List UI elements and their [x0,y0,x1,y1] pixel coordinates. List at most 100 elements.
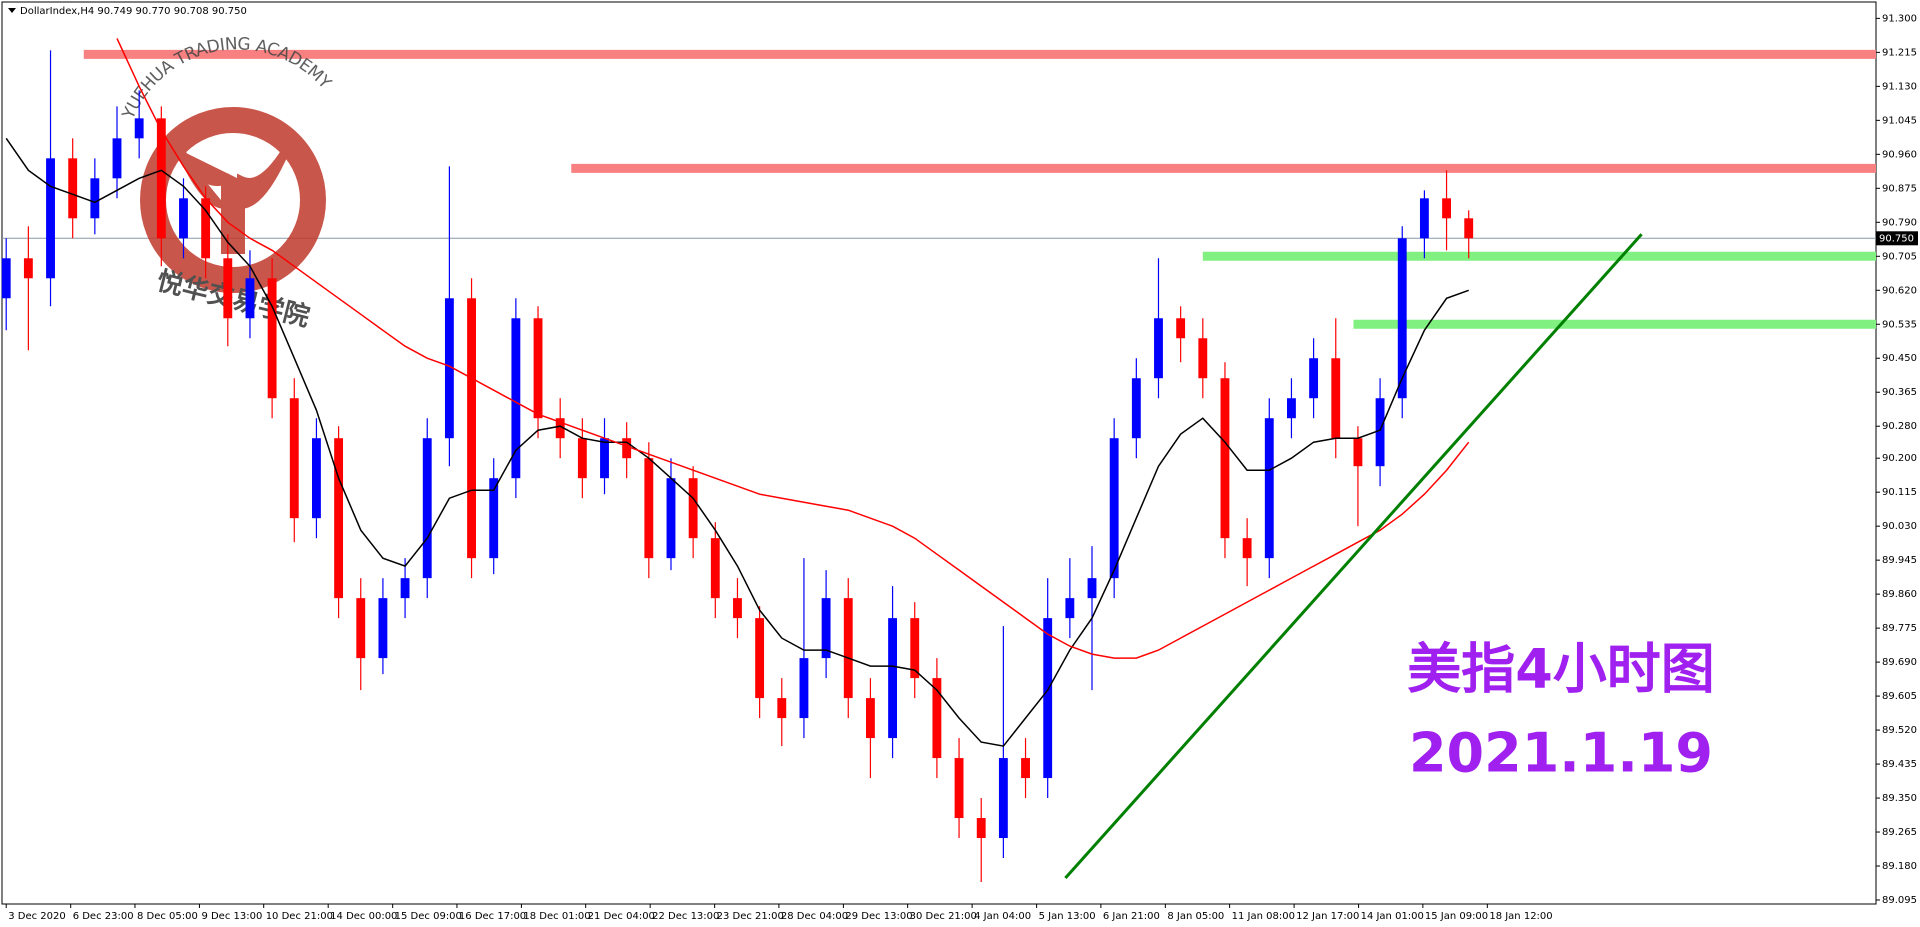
x-tick-label: 6 Jan 21:00 [1103,911,1160,922]
y-tick-label: 89.350 [1882,793,1917,804]
y-tick-label: 90.450 [1882,353,1917,364]
y-tick-label: 90.115 [1882,487,1917,498]
candle-body [90,178,100,219]
y-tick-label: 90.535 [1882,319,1917,330]
candle-body [378,598,388,659]
y-tick-label: 90.790 [1882,217,1917,228]
y-tick-label: 89.520 [1882,725,1917,736]
y-tick-label: 90.705 [1882,251,1917,262]
candle-body [267,278,277,399]
moving-average [116,38,1470,659]
candle-body [1021,758,1030,779]
candle-body [666,478,676,559]
x-tick-label: 15 Jan 09:00 [1425,911,1488,922]
y-tick-label: 89.265 [1882,827,1917,838]
candle-body [312,438,321,519]
candle-body [799,658,809,719]
y-tick-label: 90.875 [1882,183,1917,194]
candle-body [1375,398,1385,467]
y-tick-label: 90.620 [1882,285,1917,296]
candle-body [1397,238,1407,399]
last-price-label: 90.750 [1879,233,1914,244]
candle-body [1464,218,1474,239]
annotation-title: 美指4小时图 [1407,638,1715,701]
candle-body [156,118,166,239]
candle-body [644,458,654,559]
candle-body [1198,338,1208,379]
candle-body [1264,418,1274,559]
candle-body [710,538,720,599]
candle-body [600,438,609,479]
candle-body [134,118,144,139]
candle-body [865,698,875,739]
y-tick-label: 89.605 [1882,691,1917,702]
candle-body [622,438,632,459]
x-tick-label: 11 Jan 08:00 [1232,911,1295,922]
candle-body [334,438,344,599]
candle-body [777,698,787,719]
candle-body [68,158,78,219]
candle-body [888,618,898,739]
y-tick-label: 91.300 [1882,13,1917,24]
x-tick-label: 16 Dec 17:00 [459,911,526,922]
candle-body [1287,398,1296,419]
candle-body [467,298,476,559]
candle-body [112,138,122,179]
candle-body [976,818,986,839]
candle-body [954,758,964,819]
candle-body [1419,198,1429,239]
y-tick-label: 90.960 [1882,149,1917,160]
candle-body [1176,318,1186,339]
y-tick-label: 90.365 [1882,387,1917,398]
plot [1,38,1643,883]
candle-body [733,598,742,619]
x-tick-label: 9 Dec 13:00 [201,911,262,922]
logo-emblem [176,147,290,254]
x-tick-label: 28 Dec 04:00 [781,911,848,922]
candle-body [511,318,521,479]
y-tick-label: 90.280 [1882,421,1917,432]
candle-body [289,398,299,519]
candle-body [1065,598,1075,619]
y-tick-label: 89.180 [1882,861,1917,872]
candle-body [1442,198,1451,219]
candle-body [932,678,942,759]
candle-body [23,258,33,279]
x-tick-label: 18 Jan 12:00 [1489,911,1552,922]
candle-body [910,618,920,679]
candle-body [46,158,55,279]
candle-body [1043,618,1053,779]
candle-body [223,258,233,319]
candle-body [688,478,698,539]
chart-title: DollarIndex,H4 90.749 90.770 90.708 90.7… [20,6,247,17]
y-tick-label: 89.435 [1882,759,1917,770]
moving-average [5,137,1469,747]
candle-body [422,438,432,579]
candle-body [755,618,765,699]
x-tick-label: 15 Dec 09:00 [395,911,462,922]
candle-body [821,598,831,659]
x-tick-label: 22 Dec 13:00 [652,911,719,922]
x-tick-label: 5 Jan 13:00 [1039,911,1096,922]
x-tick-label: 30 Dec 21:00 [910,911,977,922]
y-tick-label: 90.200 [1882,453,1917,464]
candle-body [179,198,188,239]
x-tick-label: 4 Jan 04:00 [974,911,1031,922]
x-tick-label: 10 Dec 21:00 [266,911,333,922]
x-tick-label: 14 Jan 01:00 [1361,911,1424,922]
y-tick-label: 90.030 [1882,521,1917,532]
candle-body [1154,318,1163,379]
x-tick-label: 8 Dec 05:00 [137,911,198,922]
logo-ring [140,107,326,293]
candle-body [400,578,410,599]
x-tick-label: 23 Dec 21:00 [717,911,784,922]
candle-body [533,318,543,419]
candle-body [201,198,211,259]
x-tick-label: 21 Dec 04:00 [588,911,655,922]
y-tick-label: 91.130 [1882,81,1917,92]
candle-body [1109,438,1119,579]
x-tick-label: 8 Jan 05:00 [1167,911,1224,922]
y-tick-label: 89.690 [1882,657,1917,668]
annotation-date: 2021.1.19 [1409,722,1713,785]
